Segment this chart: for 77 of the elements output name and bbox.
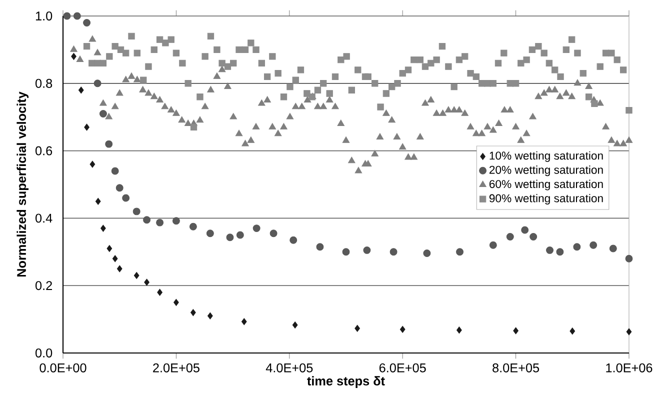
point — [73, 12, 81, 20]
point — [116, 184, 124, 192]
point — [530, 232, 538, 240]
y-tick-label: 0.6 — [36, 146, 52, 156]
x-tick-label: 0.0E+00 — [40, 363, 86, 372]
point — [625, 254, 633, 262]
point — [99, 110, 107, 118]
point — [252, 224, 260, 232]
point — [105, 140, 113, 148]
point — [157, 288, 162, 296]
y-tick-label: 0.2 — [36, 281, 52, 290]
x-tick-label: 2.0E+05 — [153, 363, 200, 372]
point — [354, 324, 360, 332]
point — [609, 244, 617, 252]
point — [400, 326, 406, 333]
point — [189, 222, 197, 230]
y-tick-label: 0.8 — [36, 78, 52, 88]
y-tick-label: 1.0 — [36, 12, 52, 20]
point — [489, 241, 497, 249]
point — [513, 327, 518, 334]
point — [506, 232, 514, 240]
point — [363, 246, 371, 254]
point — [570, 328, 576, 335]
x-tick-label: 4.0E+05 — [266, 363, 313, 372]
legend-label: 20% wetting saturation — [489, 166, 603, 176]
point — [174, 298, 179, 306]
x-tick-label: 6.0E+05 — [379, 363, 426, 372]
legend-label: 90% wetting saturation — [489, 194, 603, 205]
point — [241, 318, 247, 326]
point — [78, 86, 84, 94]
point — [590, 241, 598, 249]
point — [546, 246, 554, 254]
point — [342, 248, 350, 256]
point — [172, 217, 180, 225]
point — [456, 248, 464, 256]
point — [556, 248, 564, 256]
point — [206, 230, 214, 238]
point — [573, 243, 581, 251]
point — [207, 312, 213, 320]
point — [456, 326, 462, 334]
point — [290, 236, 298, 244]
legend-label: 60% wetting saturation — [490, 180, 603, 190]
point — [190, 309, 196, 316]
legend-label: 10% wetting saturation — [490, 151, 603, 162]
point — [106, 245, 112, 252]
x-tick-label: 1.0E+06 — [606, 363, 652, 372]
point — [226, 234, 234, 242]
point — [84, 124, 90, 131]
point — [316, 243, 324, 251]
point — [83, 18, 91, 26]
point — [423, 250, 431, 257]
point — [95, 198, 101, 205]
y-tick-label: 0.4 — [36, 214, 52, 223]
point — [134, 272, 140, 279]
point — [94, 80, 102, 88]
point — [116, 265, 122, 272]
point — [100, 224, 106, 232]
point — [626, 328, 632, 336]
y-axis-title: Normalized superficial velocity — [16, 92, 29, 277]
point — [90, 160, 96, 168]
point — [270, 230, 278, 238]
y-tick-label: 0.0 — [36, 348, 52, 358]
point — [292, 322, 298, 328]
x-axis-title: time steps δt — [307, 376, 385, 388]
point — [122, 194, 130, 202]
point — [390, 248, 398, 256]
point — [236, 231, 244, 239]
point — [63, 12, 71, 20]
point — [143, 216, 151, 224]
point — [144, 278, 150, 286]
point — [156, 218, 164, 226]
point — [521, 226, 529, 234]
x-tick-label: 8.0E+05 — [492, 363, 540, 372]
point — [132, 208, 140, 216]
point — [112, 255, 118, 262]
point — [111, 167, 119, 175]
point — [71, 52, 76, 60]
